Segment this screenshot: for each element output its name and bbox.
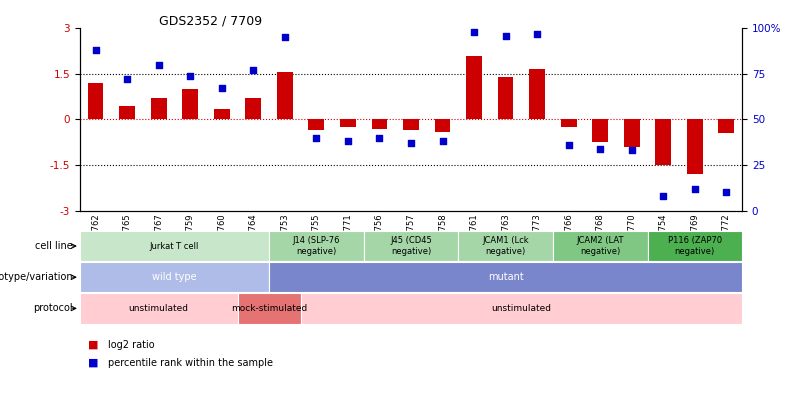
- Point: [626, 147, 638, 153]
- Bar: [655, 119, 671, 165]
- Text: J14 (SLP-76
negative): J14 (SLP-76 negative): [293, 237, 340, 256]
- Point: [437, 138, 449, 145]
- Bar: [246, 98, 261, 119]
- Point: [279, 34, 291, 40]
- Bar: [624, 119, 640, 147]
- Text: GDS2352 / 7709: GDS2352 / 7709: [160, 14, 263, 27]
- Bar: [301, 293, 742, 324]
- Bar: [269, 231, 364, 261]
- Point: [405, 140, 417, 146]
- Bar: [498, 77, 513, 119]
- Text: J45 (CD45
negative): J45 (CD45 negative): [390, 237, 432, 256]
- Text: ■: ■: [88, 340, 98, 350]
- Text: unstimulated: unstimulated: [492, 304, 551, 313]
- Point: [120, 76, 133, 83]
- Bar: [182, 89, 198, 119]
- Bar: [553, 231, 647, 261]
- Text: JCAM1 (Lck
negative): JCAM1 (Lck negative): [482, 237, 529, 256]
- Point: [500, 32, 512, 39]
- Point: [310, 134, 322, 141]
- Text: mutant: mutant: [488, 272, 523, 282]
- Point: [594, 145, 606, 152]
- Point: [468, 29, 480, 35]
- Text: P116 (ZAP70
negative): P116 (ZAP70 negative): [668, 237, 722, 256]
- Bar: [214, 109, 230, 119]
- Bar: [80, 262, 269, 292]
- Point: [373, 134, 385, 141]
- Bar: [340, 119, 356, 127]
- Bar: [529, 69, 545, 119]
- Bar: [80, 231, 269, 261]
- Bar: [561, 119, 576, 127]
- Bar: [364, 231, 458, 261]
- Point: [247, 67, 259, 73]
- Bar: [466, 55, 482, 119]
- Text: JCAM2 (LAT
negative): JCAM2 (LAT negative): [576, 237, 624, 256]
- Text: Jurkat T cell: Jurkat T cell: [150, 241, 200, 251]
- Point: [89, 47, 102, 53]
- Point: [720, 189, 733, 196]
- Text: percentile rank within the sample: percentile rank within the sample: [108, 358, 273, 368]
- Point: [657, 193, 670, 199]
- Bar: [80, 293, 238, 324]
- Text: mock-stimulated: mock-stimulated: [231, 304, 307, 313]
- Bar: [277, 72, 293, 119]
- Bar: [718, 119, 734, 133]
- Point: [563, 142, 575, 148]
- Text: wild type: wild type: [152, 272, 197, 282]
- Point: [152, 62, 165, 68]
- Bar: [269, 262, 742, 292]
- Bar: [309, 119, 324, 130]
- Text: ■: ■: [88, 358, 98, 368]
- Point: [689, 185, 701, 192]
- Text: log2 ratio: log2 ratio: [108, 340, 154, 350]
- Bar: [88, 83, 104, 119]
- Point: [184, 72, 196, 79]
- Point: [215, 85, 228, 92]
- Bar: [647, 231, 742, 261]
- Bar: [435, 119, 450, 132]
- Bar: [238, 293, 301, 324]
- Point: [531, 30, 543, 37]
- Point: [342, 138, 354, 145]
- Text: protocol: protocol: [34, 303, 73, 313]
- Bar: [403, 119, 419, 130]
- Bar: [592, 119, 608, 142]
- Bar: [687, 119, 703, 174]
- Text: cell line: cell line: [35, 241, 73, 251]
- Text: unstimulated: unstimulated: [128, 304, 188, 313]
- Bar: [119, 106, 135, 119]
- Bar: [151, 98, 167, 119]
- Bar: [458, 231, 553, 261]
- Bar: [372, 119, 387, 129]
- Text: genotype/variation: genotype/variation: [0, 272, 73, 282]
